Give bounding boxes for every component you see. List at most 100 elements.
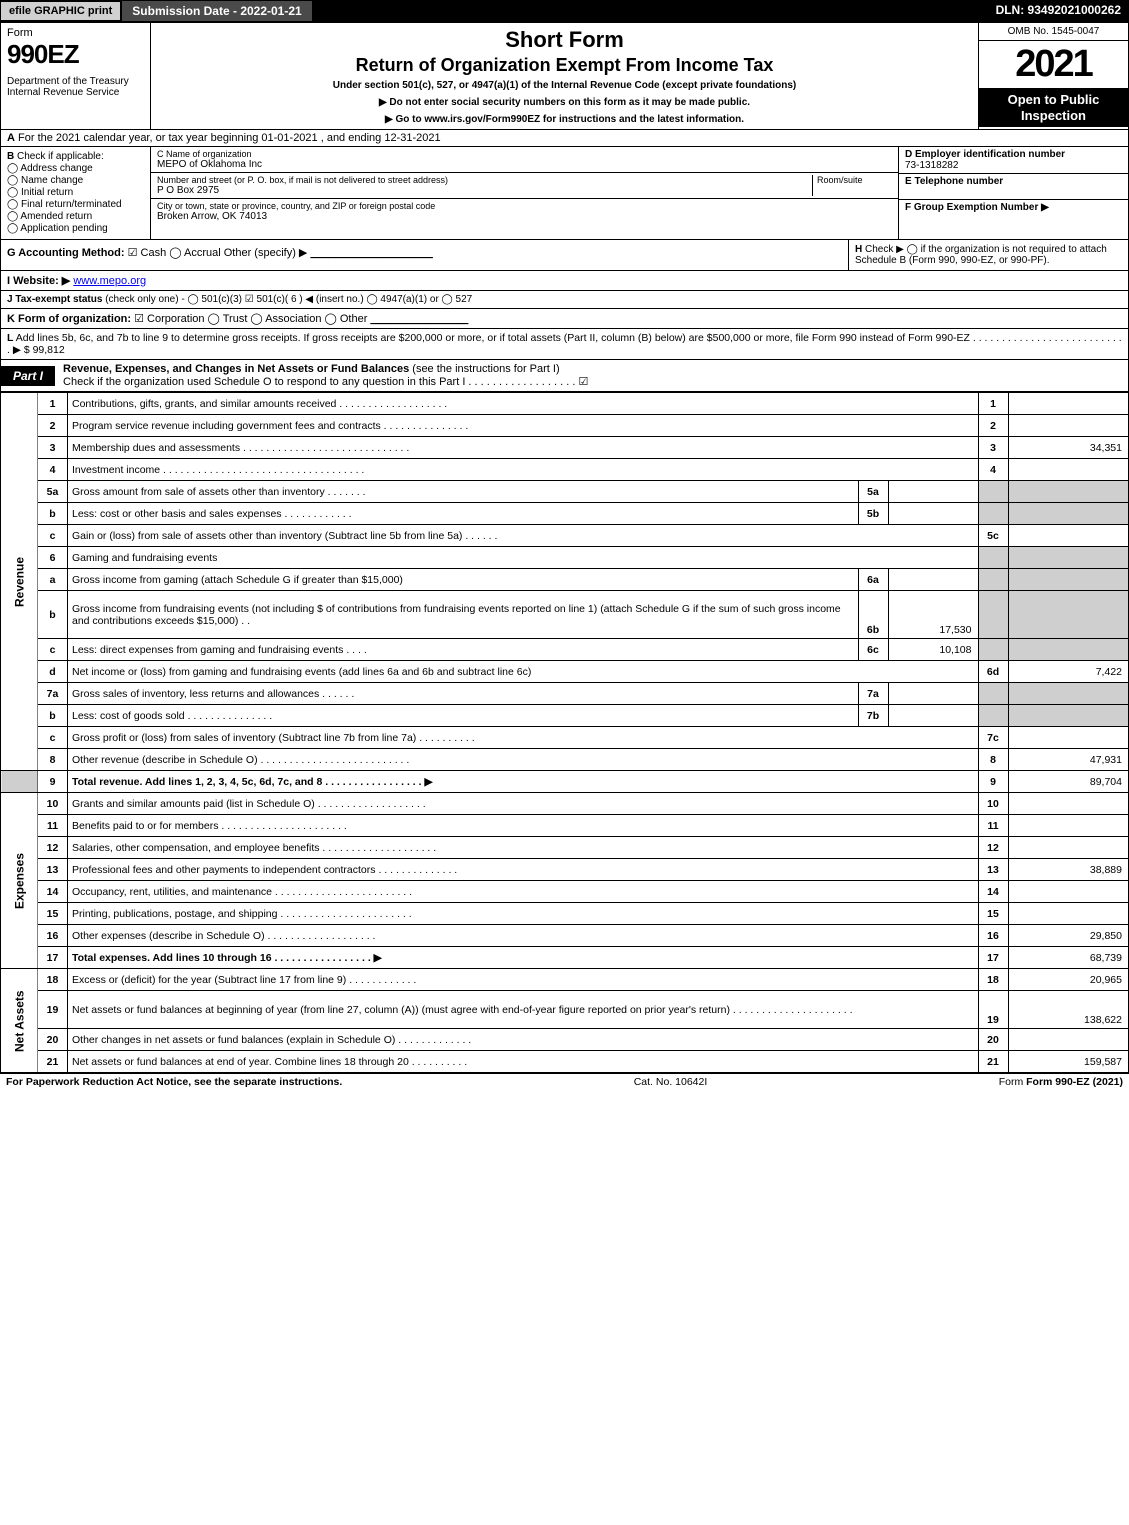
grey [1008, 481, 1128, 503]
ln: d [38, 661, 68, 683]
table-row: cLess: direct expenses from gaming and f… [1, 639, 1128, 661]
table-row: 7aGross sales of inventory, less returns… [1, 683, 1128, 705]
tax-year: 2021 [979, 41, 1128, 88]
table-row: 6Gaming and fundraising events [1, 547, 1128, 569]
sub-v: 10,108 [888, 639, 978, 661]
ln: 13 [38, 859, 68, 881]
table-row: bGross income from fundraising events (n… [1, 591, 1128, 639]
chk-amended-return[interactable]: Amended return [7, 211, 144, 222]
chk-initial-return[interactable]: Initial return [7, 187, 144, 198]
desc: Grants and similar amounts paid (list in… [68, 793, 979, 815]
table-row: 16Other expenses (describe in Schedule O… [1, 925, 1128, 947]
sidebar-blank [1, 771, 38, 793]
ln: 9 [38, 771, 68, 793]
col-b: B Check if applicable: Address change Na… [1, 147, 151, 239]
ln: 10 [38, 793, 68, 815]
part1-table: Revenue 1Contributions, gifts, grants, a… [1, 392, 1128, 1073]
num: 13 [978, 859, 1008, 881]
k-label: K Form of organization: [7, 313, 131, 325]
open-inspection: Open to Public Inspection [979, 88, 1128, 127]
part1-title-bold: Revenue, Expenses, and Changes in Net As… [63, 363, 409, 375]
chk-name-change[interactable]: Name change [7, 175, 144, 186]
city-label: City or town, state or province, country… [157, 201, 892, 211]
ln: 14 [38, 881, 68, 903]
val [1008, 837, 1128, 859]
ln: 1 [38, 393, 68, 415]
desc: Gross amount from sale of assets other t… [68, 481, 859, 503]
num: 6d [978, 661, 1008, 683]
num: 2 [978, 415, 1008, 437]
desc: Net assets or fund balances at end of ye… [68, 1051, 979, 1073]
num: 15 [978, 903, 1008, 925]
row-i: I Website: ▶ www.mepo.org [1, 271, 1128, 291]
ein-value: 73-1318282 [905, 160, 1122, 171]
ln: 19 [38, 991, 68, 1029]
title-return: Return of Organization Exempt From Incom… [157, 55, 972, 76]
cell-addr: Number and street (or P. O. box, if mail… [151, 173, 898, 199]
table-row: 12Salaries, other compensation, and empl… [1, 837, 1128, 859]
col-c: C Name of organization MEPO of Oklahoma … [151, 147, 898, 239]
num: 21 [978, 1051, 1008, 1073]
desc: Occupancy, rent, utilities, and maintena… [68, 881, 979, 903]
grey [978, 591, 1008, 639]
sub-n: 7a [858, 683, 888, 705]
website-link[interactable]: www.mepo.org [73, 275, 146, 287]
table-row: 21Net assets or fund balances at end of … [1, 1051, 1128, 1073]
sub-v: 17,530 [888, 591, 978, 639]
table-row: 8Other revenue (describe in Schedule O) … [1, 749, 1128, 771]
val [1008, 903, 1128, 925]
val: 89,704 [1008, 771, 1128, 793]
grey [978, 639, 1008, 661]
part1-header: Part I Revenue, Expenses, and Changes in… [1, 360, 1128, 392]
chk-address-change[interactable]: Address change [7, 163, 144, 174]
chk-application-pending[interactable]: Application pending [7, 223, 144, 234]
desc: Gain or (loss) from sale of assets other… [68, 525, 979, 547]
desc: Other revenue (describe in Schedule O) .… [68, 749, 979, 771]
grey [978, 481, 1008, 503]
table-row: aGross income from gaming (attach Schedu… [1, 569, 1128, 591]
warn-ssn: ▶ Do not enter social security numbers o… [157, 97, 972, 108]
desc: Net assets or fund balances at beginning… [68, 991, 979, 1029]
val [1008, 1029, 1128, 1051]
desc: Benefits paid to or for members . . . . … [68, 815, 979, 837]
val [1008, 793, 1128, 815]
ln: 6 [38, 547, 68, 569]
num: 9 [978, 771, 1008, 793]
footer: For Paperwork Reduction Act Notice, see … [0, 1074, 1129, 1090]
table-row: 2Program service revenue including gover… [1, 415, 1128, 437]
desc: Net income or (loss) from gaming and fun… [68, 661, 979, 683]
table-row: 13Professional fees and other payments t… [1, 859, 1128, 881]
efile-print-button[interactable]: efile GRAPHIC print [0, 1, 121, 21]
header-left: Form 990EZ Department of the Treasury In… [1, 23, 151, 129]
sub-v [888, 481, 978, 503]
ln: 11 [38, 815, 68, 837]
label-a: A [7, 132, 15, 144]
desc: Professional fees and other payments to … [68, 859, 979, 881]
num: 19 [978, 991, 1008, 1029]
val [1008, 727, 1128, 749]
cell-d: D Employer identification number 73-1318… [899, 147, 1128, 174]
val [1008, 459, 1128, 481]
topbar-left: efile GRAPHIC print Submission Date - 20… [0, 0, 313, 22]
num: 12 [978, 837, 1008, 859]
num: 16 [978, 925, 1008, 947]
ln: 21 [38, 1051, 68, 1073]
desc-bold: Total expenses. Add lines 10 through 16 … [72, 952, 382, 964]
grey [1008, 705, 1128, 727]
desc: Excess or (deficit) for the year (Subtra… [68, 969, 979, 991]
desc-bold: Total revenue. Add lines 1, 2, 3, 4, 5c,… [72, 776, 433, 788]
ln: 5a [38, 481, 68, 503]
k-text: ☑ Corporation ◯ Trust ◯ Association ◯ Ot… [134, 313, 367, 325]
desc: Program service revenue including govern… [68, 415, 979, 437]
grey [1008, 639, 1128, 661]
num: 10 [978, 793, 1008, 815]
header-right: OMB No. 1545-0047 2021 Open to Public In… [978, 23, 1128, 129]
val [1008, 393, 1128, 415]
grey [1008, 683, 1128, 705]
num: 7c [978, 727, 1008, 749]
val: 38,889 [1008, 859, 1128, 881]
ln: 2 [38, 415, 68, 437]
num: 1 [978, 393, 1008, 415]
org-name: MEPO of Oklahoma Inc [157, 159, 892, 170]
chk-final-return[interactable]: Final return/terminated [7, 199, 144, 210]
